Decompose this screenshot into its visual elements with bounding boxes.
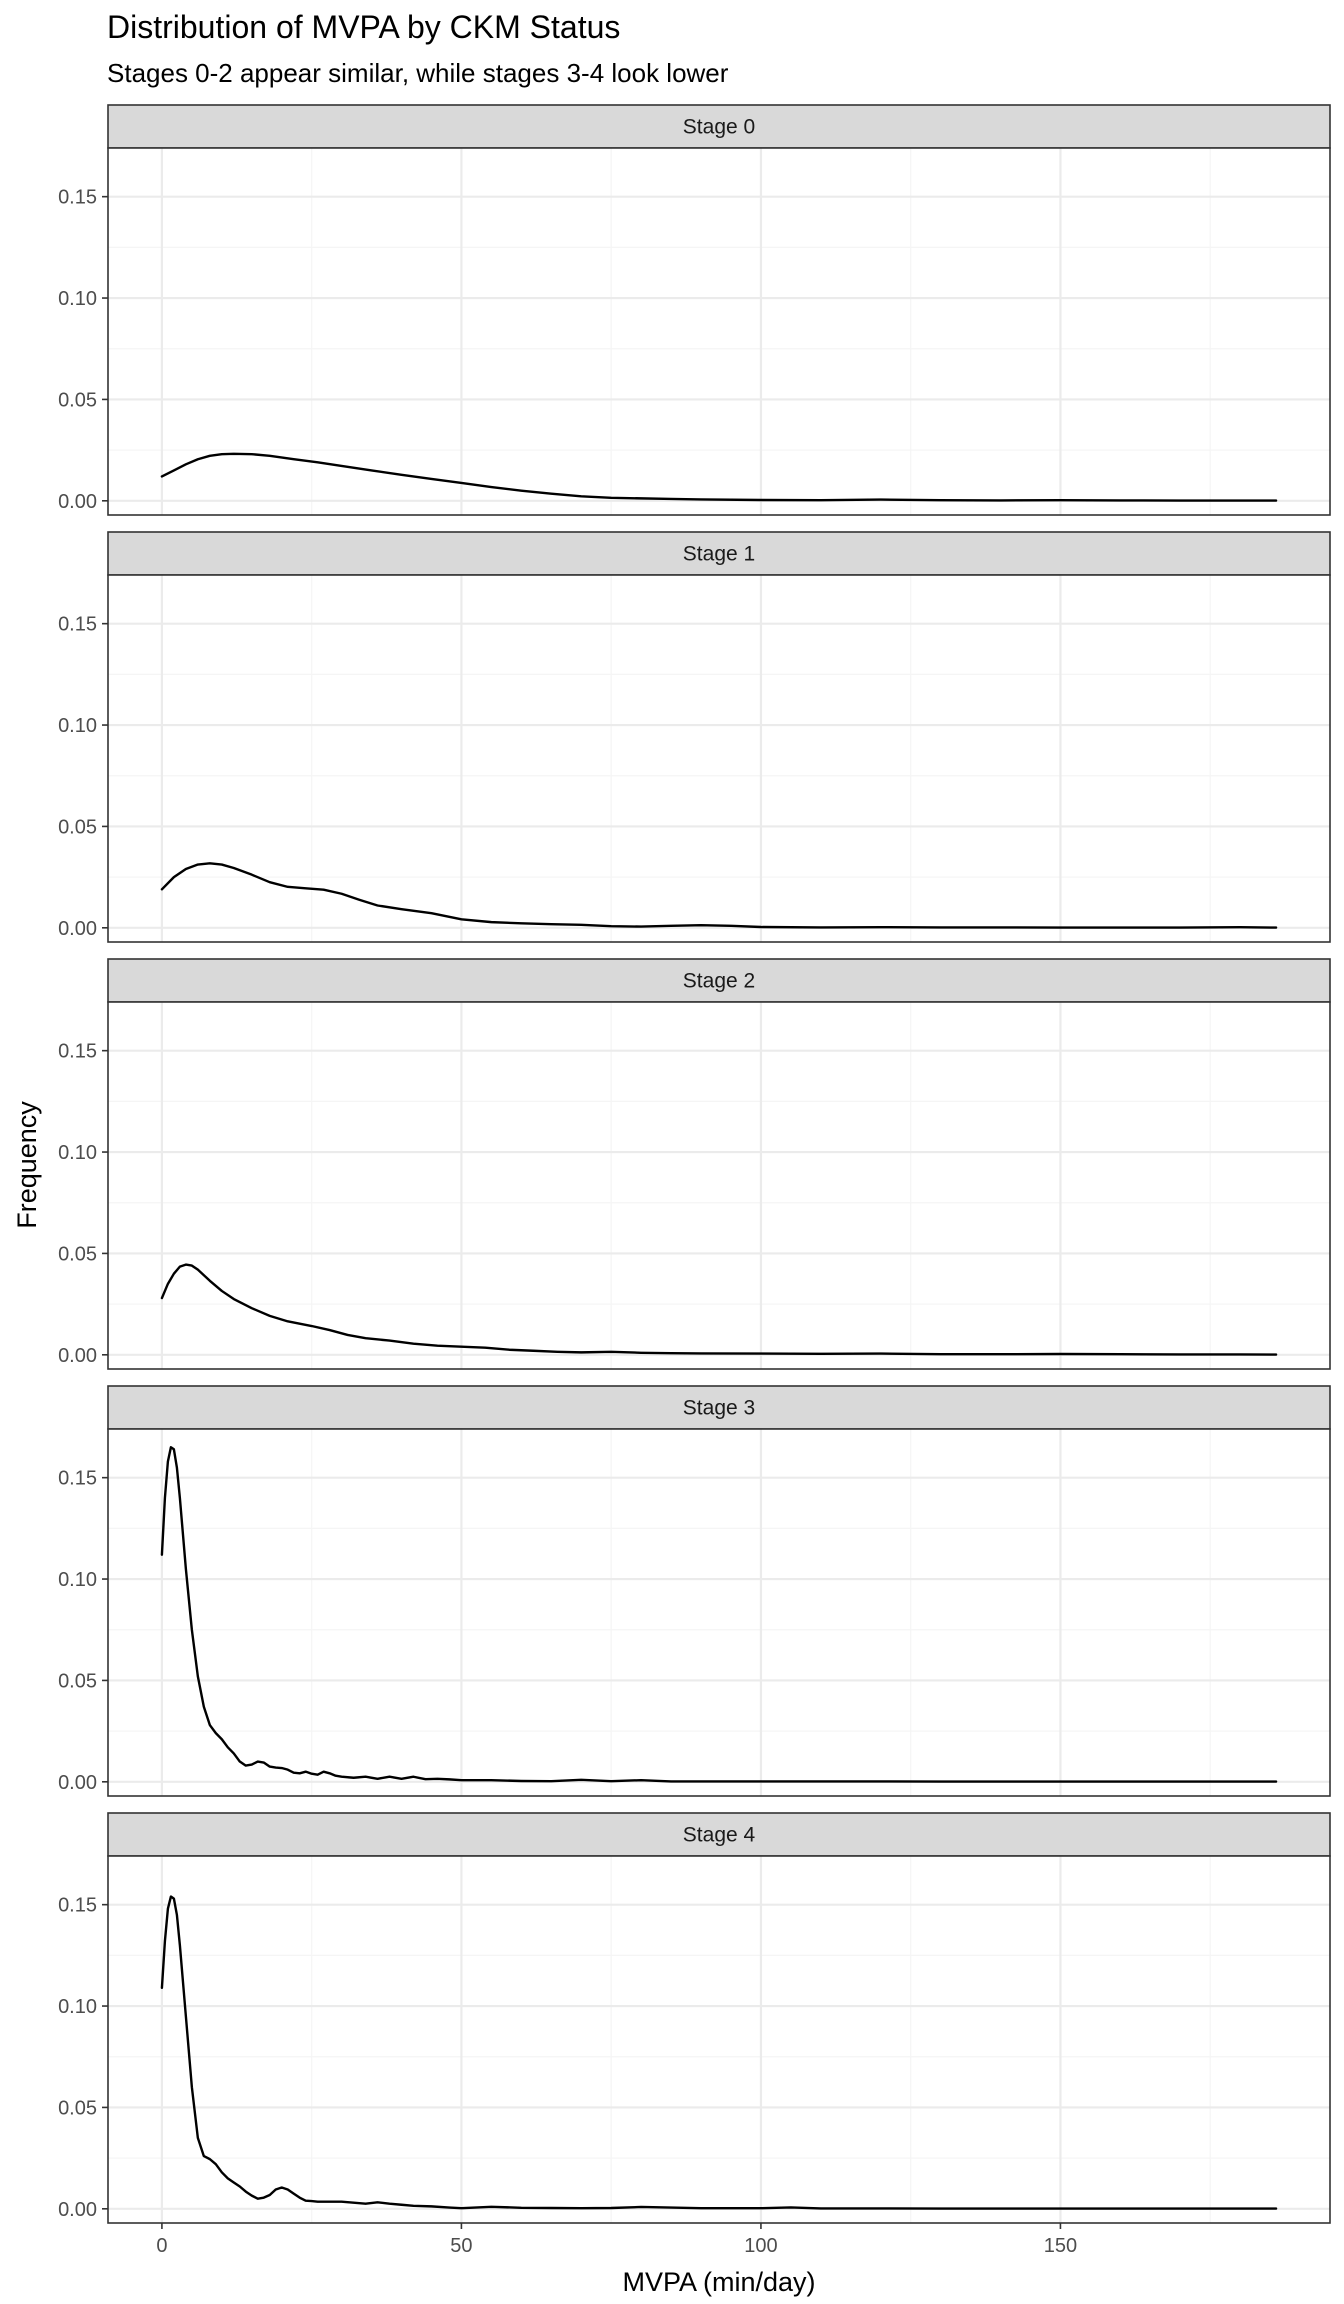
facet-strip-label: Stage 3 <box>683 1397 755 1420</box>
y-tick-label: 0.00 <box>58 2199 97 2221</box>
panel-background <box>108 1856 1330 2223</box>
density-line-stage-0 <box>160 452 1278 502</box>
density-line-stage-3 <box>160 1446 1278 1783</box>
density-line-stage-2 <box>160 1263 1278 1356</box>
facet-panels: Stage 0 0.00 0.05 0.10 0.15 Stage 1 0.00 0.05 0.… <box>58 104 1331 2224</box>
y-tick-label: 0.15 <box>58 1041 97 1063</box>
panel-border <box>107 574 1331 943</box>
y-tick-label: 0.15 <box>58 1895 97 1917</box>
chart-subtitle: Stages 0-2 appear similar, while stages … <box>107 58 729 88</box>
facet-strip-label: Stage 2 <box>683 970 755 993</box>
panel-stage-2: Stage 2 0.00 0.05 0.10 0.15 <box>58 958 1331 1370</box>
facet-strip <box>107 531 1331 576</box>
panel-stage-3: Stage 3 0.00 0.05 0.10 0.15 <box>58 1385 1331 1797</box>
y-tick-label: 0.15 <box>58 187 97 209</box>
facet-strip-label: Stage 1 <box>683 543 755 566</box>
x-axis: 0 50 100 150 <box>156 2223 1077 2257</box>
density-line-stage-1 <box>160 862 1278 929</box>
facet-strip <box>107 958 1331 1003</box>
facet-strip <box>107 1812 1331 1857</box>
panel-stage-1: Stage 1 0.00 0.05 0.10 0.15 <box>58 531 1331 943</box>
y-axis-title: Frequency <box>12 1101 42 1229</box>
panel-border <box>107 1855 1331 2224</box>
y-tick-label: 0.05 <box>58 816 97 838</box>
y-tick-label: 0.10 <box>58 715 97 737</box>
x-axis-title: MVPA (min/day) <box>622 2267 815 2297</box>
x-tick-label: 0 <box>156 2235 167 2257</box>
chart-title: Distribution of MVPA by CKM Status <box>107 9 620 45</box>
y-tick-label: 0.00 <box>58 918 97 940</box>
y-tick-label: 0.05 <box>58 2097 97 2119</box>
y-tick-label: 0.05 <box>58 1670 97 1692</box>
panel-border <box>107 1001 1331 1370</box>
facet-strip <box>107 104 1331 149</box>
density-line-stage-4 <box>160 1895 1278 2210</box>
y-tick-label: 0.00 <box>58 491 97 513</box>
y-tick-label: 0.15 <box>58 614 97 636</box>
y-tick-label: 0.15 <box>58 1468 97 1490</box>
panel-stage-4: Stage 4 0.00 0.05 0.10 0.15 <box>58 1812 1331 2224</box>
panel-background <box>108 1002 1330 1369</box>
y-tick-label: 0.05 <box>58 389 97 411</box>
y-tick-label: 0.00 <box>58 1345 97 1367</box>
panel-background <box>108 1429 1330 1796</box>
panel-border <box>107 147 1331 516</box>
facet-strip <box>107 1385 1331 1430</box>
y-tick-label: 0.10 <box>58 1569 97 1591</box>
x-tick-label: 100 <box>744 2235 777 2257</box>
panel-border <box>107 1428 1331 1797</box>
x-tick-label: 150 <box>1044 2235 1077 2257</box>
y-tick-label: 0.10 <box>58 288 97 310</box>
y-tick-label: 0.10 <box>58 1142 97 1164</box>
facet-strip-label: Stage 0 <box>683 116 755 139</box>
x-tick-label: 50 <box>450 2235 472 2257</box>
y-tick-label: 0.10 <box>58 1996 97 2018</box>
panel-stage-0: Stage 0 0.00 0.05 0.10 0.15 <box>58 104 1331 516</box>
y-tick-label: 0.05 <box>58 1243 97 1265</box>
y-tick-label: 0.00 <box>58 1772 97 1794</box>
facet-strip-label: Stage 4 <box>683 1824 756 1847</box>
